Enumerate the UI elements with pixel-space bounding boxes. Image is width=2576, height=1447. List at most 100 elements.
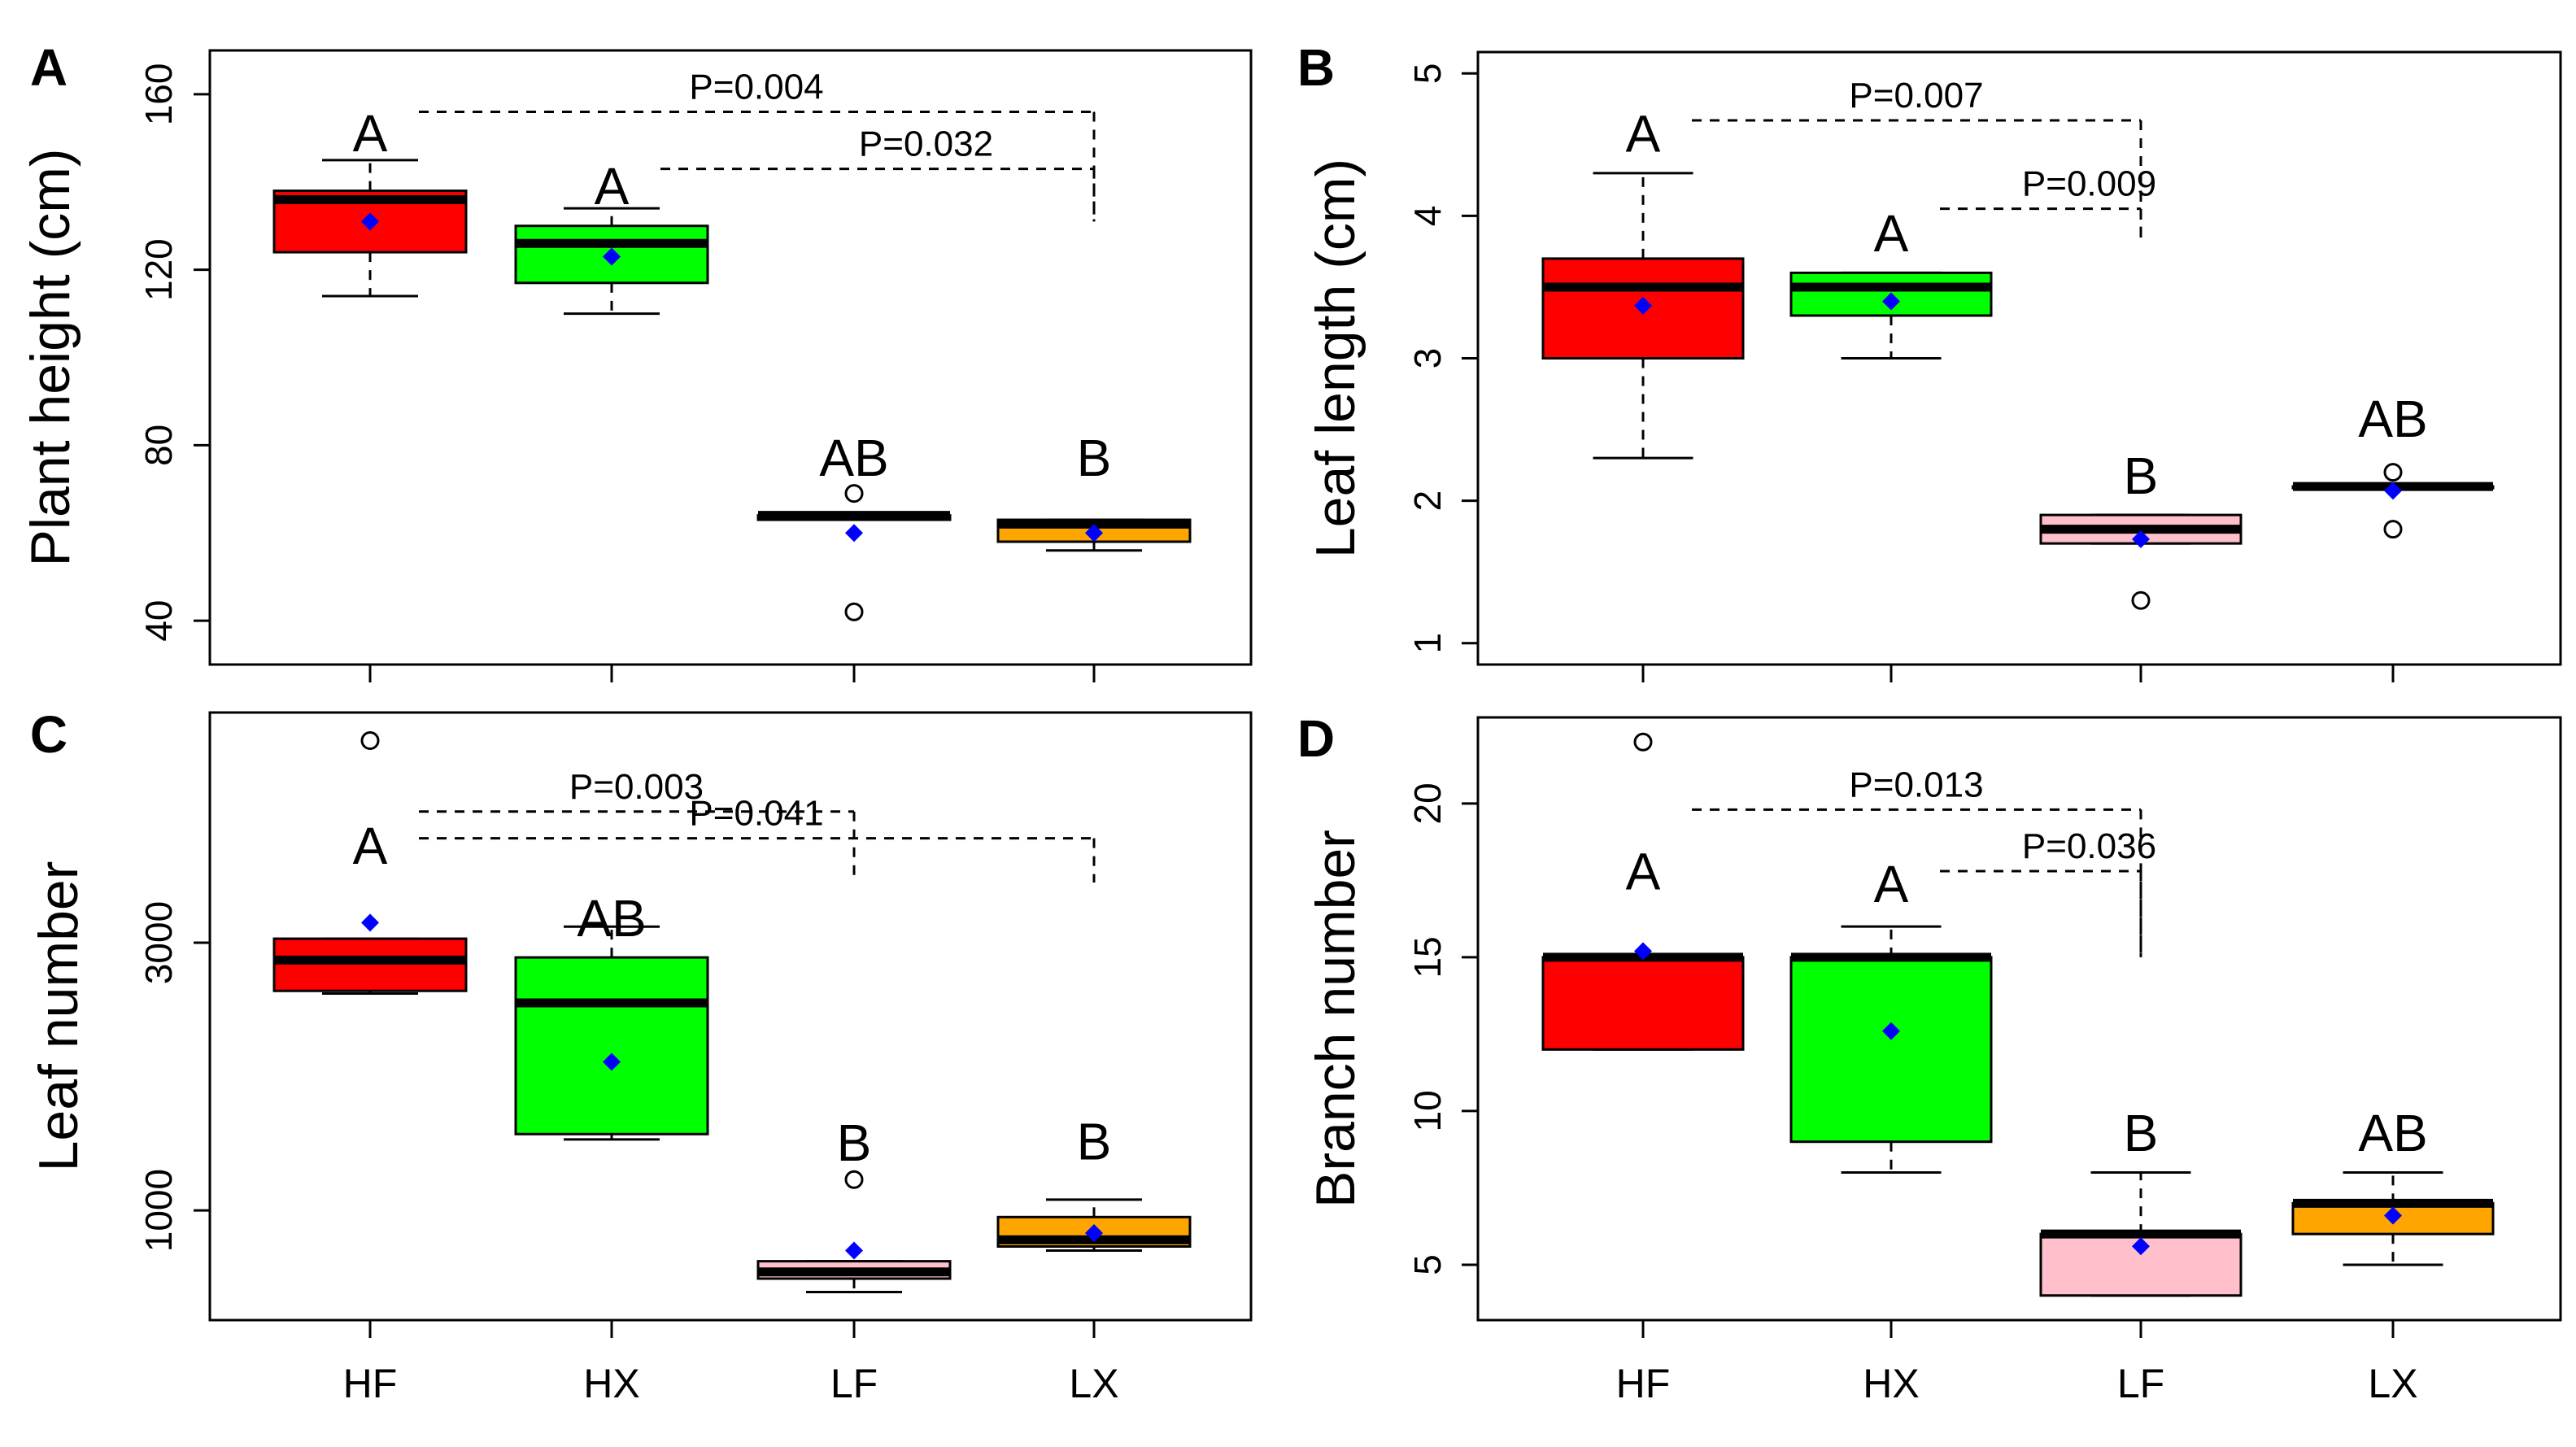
mean-marker [603, 247, 621, 266]
panel-d-letter-lx: AB [2358, 1104, 2427, 1162]
panel-b-box-lx [2291, 463, 2495, 539]
panel-c-box-hx [514, 925, 709, 1141]
panel-c-letter-lx: B [1077, 1113, 1112, 1171]
panel-c-frame [208, 711, 1253, 1322]
panel-b-letter-hf: A [1626, 105, 1661, 163]
outlier-point [844, 602, 864, 621]
bracket-p-value: P=0.004 [689, 68, 823, 107]
mean-marker [361, 212, 379, 231]
panel-d-box-lx [2291, 1171, 2495, 1266]
panel-a-letter-hx: A [595, 157, 630, 216]
panel-d-letter-hx: A [1874, 855, 1909, 913]
panel-a-y-tick-label: 80 [137, 425, 180, 466]
panel-b-y-tick-label: 2 [1406, 490, 1449, 512]
panel-d-x-tick-label-lf: LF [2117, 1361, 2164, 1406]
panel-d-letter-lf: B [2124, 1104, 2159, 1162]
panel-b-box-lf [2039, 513, 2243, 610]
mean-marker [2132, 1237, 2150, 1256]
bracket-p-value: P=0.036 [2022, 826, 2156, 866]
panel-c-letter-lf: B [837, 1114, 872, 1172]
panel-a-bracket-1: P=0.004 [419, 68, 1096, 222]
panel-d-y-tick-label: 5 [1406, 1254, 1449, 1275]
panel-c-letter: C [30, 705, 68, 764]
interquartile-box [1789, 956, 1993, 1144]
mean-marker [361, 913, 379, 932]
panel-d-y-axis-label: Branch number [1305, 830, 1366, 1208]
mean-marker [1882, 292, 1900, 311]
panel-b-y-tick-label: 4 [1406, 206, 1449, 227]
interquartile-box [1541, 956, 1745, 1051]
panel-d-y-tick-label: 15 [1406, 936, 1449, 978]
panel-d-y-tick-label: 20 [1406, 782, 1449, 824]
panel-c-x-tick-label-lf: LF [830, 1361, 878, 1406]
panel-c-box-hf [272, 731, 468, 996]
panel-d-y-tick-label: 10 [1406, 1090, 1449, 1131]
mean-marker [845, 524, 863, 543]
panel-c-y-tick-label: 3000 [137, 901, 180, 984]
panel-b-box-hx [1789, 271, 1993, 360]
panel-c-box-lx [996, 1198, 1192, 1252]
panel-b-bracket-2: P=0.009 [1940, 164, 2156, 245]
outlier-point [844, 484, 864, 503]
panel-d-letter: D [1297, 709, 1335, 768]
panel-a-y-axis-label: Plant height (cm) [20, 149, 81, 567]
panel-d-box-hf [1541, 732, 1745, 1051]
mean-marker [1085, 1224, 1103, 1243]
panel-b-y-tick-label: 5 [1406, 63, 1449, 84]
panel-a-y-tick-label: 160 [137, 63, 180, 126]
bracket-p-value: P=0.041 [689, 794, 823, 834]
outlier-point [2383, 463, 2403, 482]
mean-marker [1634, 296, 1652, 315]
mean-marker [1085, 524, 1103, 543]
panel-b-box-hf [1541, 172, 1745, 460]
mean-marker [1634, 942, 1652, 961]
panel-b-y-tick-label: 3 [1406, 348, 1449, 369]
outlier-point [1633, 732, 1653, 752]
mean-marker [2132, 530, 2150, 548]
panel-d-x-tick-label-lx: LX [2368, 1361, 2417, 1406]
panel-c: C Leaf number 1000 3000 HF HX LF LX A AB B B P=0.003… [28, 705, 1253, 1406]
panel-c-letter-hx: AB [577, 889, 646, 948]
panel-a-box-hf [272, 159, 468, 298]
panel-d-frame [1476, 716, 2562, 1322]
panel-b-bracket-1: P=0.007 [1692, 76, 2142, 245]
bracket-p-value: P=0.032 [859, 124, 993, 164]
panel-d-x-tick-label-hf: HF [1616, 1361, 1671, 1406]
mean-marker [845, 1241, 863, 1260]
mean-marker [1882, 1022, 1900, 1040]
panel-a-letter: A [30, 38, 68, 97]
interquartile-box [514, 956, 709, 1135]
panel-b-letter-lx: AB [2358, 390, 2427, 448]
panel-c-letter-hf: A [353, 817, 388, 875]
outlier-point [2383, 520, 2403, 539]
interquartile-box [272, 937, 468, 992]
panel-c-bracket-2: P=0.041 [419, 794, 1096, 883]
panel-a-letter-lf: AB [819, 429, 888, 487]
panel-c-x-tick-label-lx: LX [1069, 1361, 1118, 1406]
panel-b-y-tick-label: 1 [1406, 633, 1449, 654]
panel-a-letter-lx: B [1077, 429, 1112, 487]
panel-a-box-lx [996, 518, 1192, 552]
panel-a-y-tick-label: 120 [137, 238, 180, 301]
bracket-p-value: P=0.013 [1849, 765, 1983, 804]
panel-c-box-lf [756, 1170, 952, 1293]
outlier-point [360, 731, 380, 751]
mean-marker [603, 1053, 621, 1071]
panel-b-letter: B [1297, 38, 1335, 97]
panel-c-bracket-1: P=0.003 [419, 767, 856, 883]
panel-a-bracket-2: P=0.032 [660, 124, 1096, 222]
mean-marker [2384, 1206, 2402, 1225]
panel-d-bracket-1: P=0.013 [1692, 765, 2142, 957]
panel-d-letter-hf: A [1626, 843, 1661, 901]
panel-b-y-axis-label: Leaf length (cm) [1305, 159, 1366, 558]
bracket-p-value: P=0.009 [2022, 164, 2156, 204]
outlier-point [2131, 591, 2151, 610]
bracket-p-value: P=0.003 [569, 767, 704, 807]
mean-marker [2384, 482, 2402, 500]
panel-a: A Plant height (cm) 40 80 120 160 A A AB B P=0.004… [20, 38, 1253, 682]
panel-c-x-tick-label-hf: HF [343, 1361, 398, 1406]
panel-a-frame [208, 49, 1253, 666]
panel-d-bracket-2: P=0.036 [1940, 826, 2156, 957]
